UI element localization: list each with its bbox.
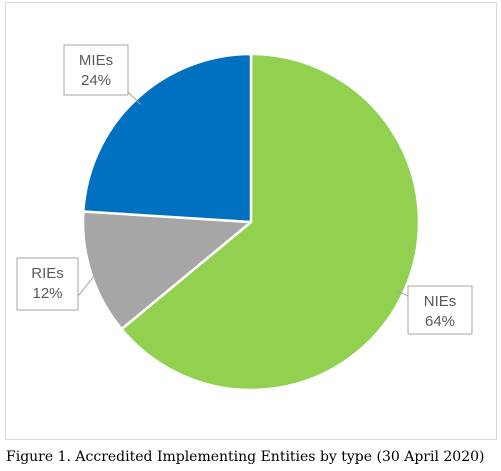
pie-slice-ries [81,210,253,331]
callout-leader-nies [396,290,409,297]
callout-box-nies [407,285,473,335]
category-label-mies: MIEs [79,52,113,69]
pie-chart: NIEs 64% RIEs 12% MIEs 24% [16,44,473,392]
callout-ries: RIEs 12% [16,257,99,311]
callout-nies: NIEs 64% [396,285,473,335]
category-label-ries: RIEs [31,265,64,282]
callout-box-mies [63,44,129,96]
value-label-ries: 12% [32,285,62,302]
callout-box-ries [16,257,79,311]
callout-mies: MIEs 24% [63,44,141,105]
pie-callouts: NIEs 64% RIEs 12% MIEs 24% [16,44,473,335]
value-label-mies: 24% [81,72,111,89]
value-label-nies: 64% [425,313,455,330]
callout-leader-mies [127,91,141,105]
category-label-nies: NIEs [424,293,457,310]
pie-slices [81,52,421,392]
callout-leader-ries [77,271,99,297]
figure-caption: Figure 1. Accredited Implementing Entiti… [6,449,485,465]
